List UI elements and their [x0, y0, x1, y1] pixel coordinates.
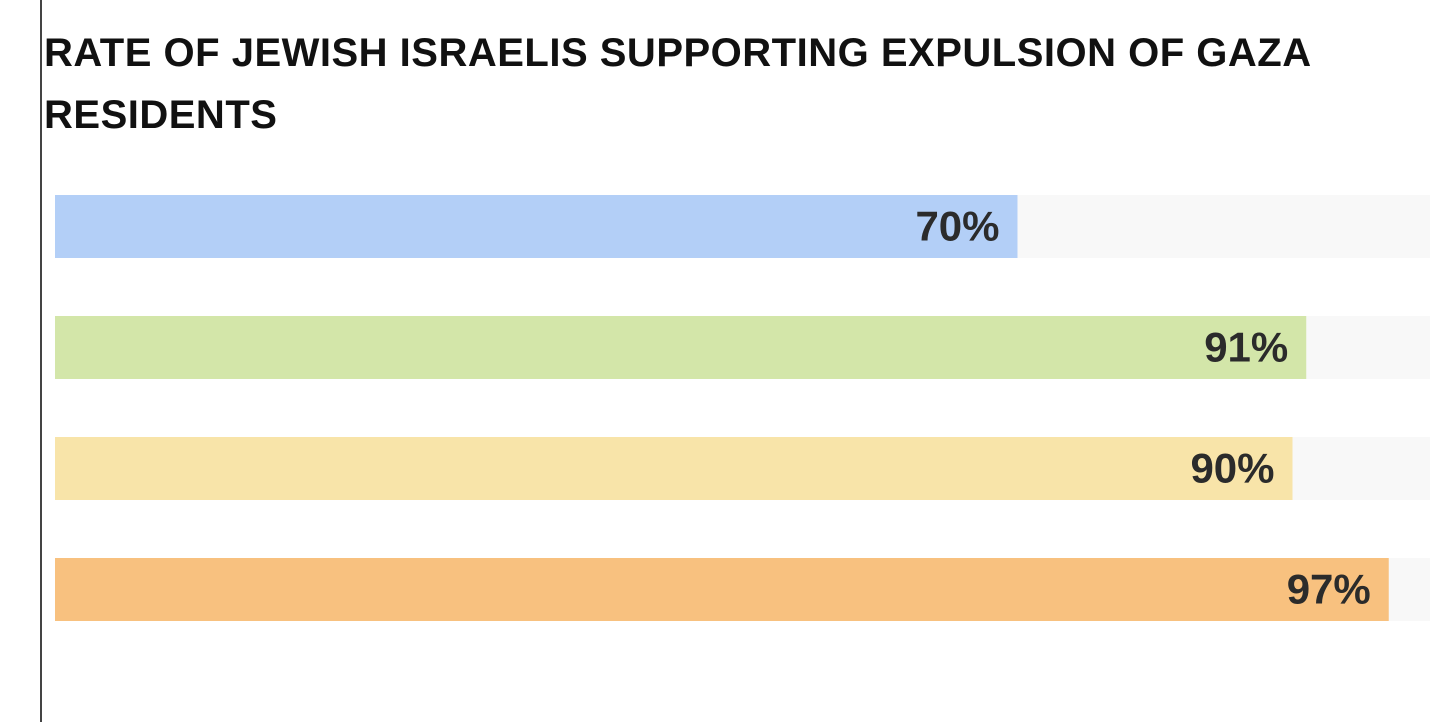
value-label: 97%: [1287, 566, 1371, 613]
chart-title: RATE OF JEWISH ISRAELIS SUPPORTING EXPUL…: [44, 31, 1311, 137]
value-label: 70%: [915, 203, 999, 250]
value-label: 91%: [1204, 324, 1288, 371]
bar: [55, 316, 1307, 379]
bar: [55, 195, 1018, 258]
bar: [55, 558, 1389, 621]
bar: [55, 437, 1293, 500]
value-label: 90%: [1190, 445, 1274, 492]
